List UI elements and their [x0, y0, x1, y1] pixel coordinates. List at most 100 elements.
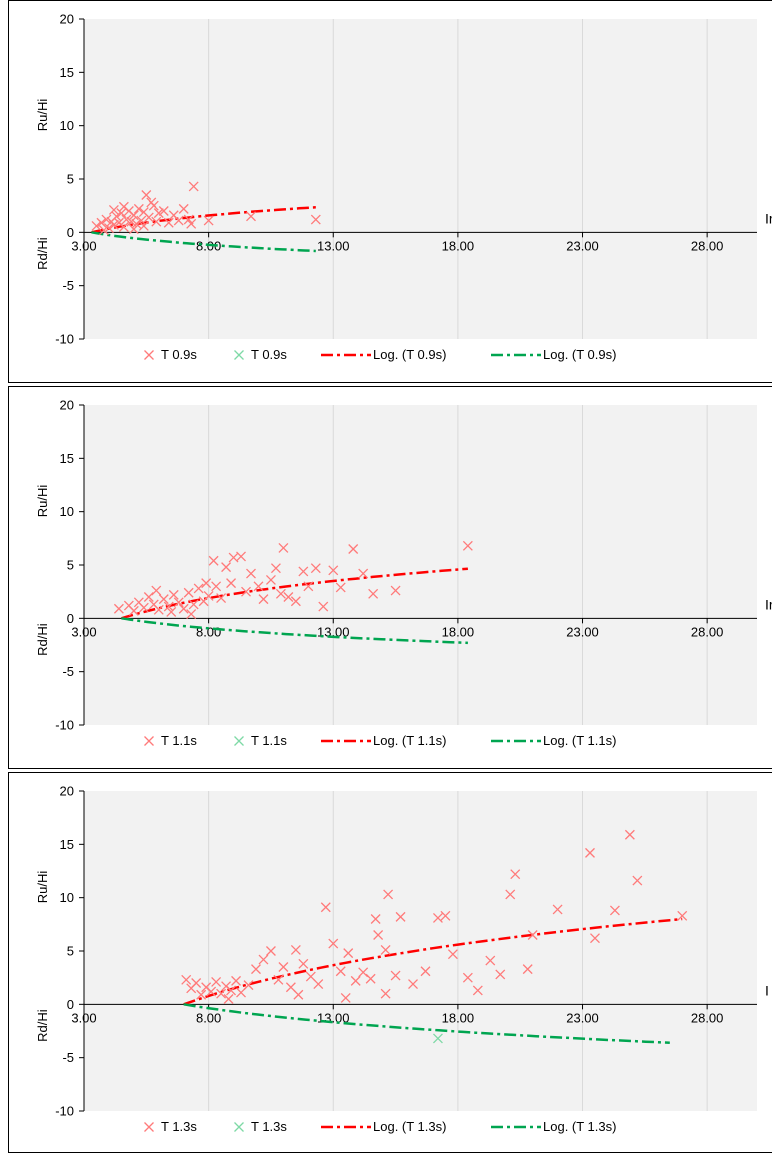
data-point-red: [163, 601, 174, 612]
legend-label: T 0.9s: [161, 347, 197, 362]
x-tick-label: 23.00: [566, 1010, 599, 1025]
data-point-red: [188, 181, 199, 192]
x-tick-label: 8.00: [196, 1010, 221, 1025]
data-point-red: [552, 904, 563, 915]
x-tick-label: 3.00: [71, 1010, 96, 1025]
axis-label-right: Ir: [765, 210, 772, 226]
data-point-red: [118, 201, 129, 212]
data-point-red: [223, 994, 234, 1004]
data-point-red: [226, 985, 237, 996]
data-point-red: [131, 218, 142, 229]
trendline-red: [183, 917, 683, 1006]
x-tick-label: 28.00: [691, 1010, 724, 1025]
y-tick-label: 0: [67, 225, 74, 240]
data-point-red: [283, 592, 294, 602]
data-point-red: [98, 225, 109, 236]
y-axis-label-lower: Rd/Hi: [35, 623, 50, 656]
y-tick-label: 0: [67, 611, 74, 626]
data-point-red: [273, 974, 284, 985]
y-tick-label: -10: [55, 332, 74, 347]
legend-marker-red: [144, 736, 154, 746]
data-point-red: [358, 568, 369, 579]
data-point-red: [370, 914, 381, 924]
data-point-red: [141, 190, 152, 200]
data-point-red: [632, 875, 643, 886]
y-tick-label: 5: [67, 558, 74, 573]
y-axis-label-upper: Ru/Hi: [35, 871, 50, 904]
data-point-red: [108, 219, 119, 230]
data-point-red: [318, 601, 329, 612]
data-point-red: [275, 588, 286, 599]
legend-label: Log. (T 0.9s): [373, 347, 446, 362]
data-point-red: [128, 224, 139, 235]
data-point-red: [328, 938, 339, 949]
axis-label-right: Ir: [765, 596, 772, 612]
data-point-red: [128, 605, 139, 616]
data-point-red: [173, 215, 184, 226]
y-axis-label-lower: Rd/Hi: [35, 237, 50, 270]
x-tick-label: 18.00: [442, 624, 475, 639]
data-point-red: [196, 989, 207, 1000]
data-point-red: [143, 212, 154, 223]
legend-label: Log. (T 1.1s): [373, 733, 446, 748]
y-tick-label: 10: [60, 890, 74, 905]
legend-label: T 1.3s: [251, 1119, 287, 1134]
x-tick-label: 13.00: [317, 238, 350, 253]
y-tick-label: 0: [67, 997, 74, 1012]
data-point-red: [278, 542, 289, 553]
data-point-red: [328, 565, 339, 576]
y-axis-label-upper: Ru/Hi: [35, 99, 50, 132]
data-point-red: [278, 962, 289, 972]
data-point-red: [373, 930, 384, 940]
data-point-red: [113, 603, 124, 614]
legend-label: Log. (T 1.1s): [543, 733, 616, 748]
plot-area: [84, 791, 757, 1111]
y-tick-label: 5: [67, 172, 74, 187]
legend-label: Log. (T 1.3s): [543, 1119, 616, 1134]
data-point-red: [173, 597, 184, 608]
data-point-red: [111, 211, 122, 222]
data-point-red: [383, 889, 394, 900]
legend-label: T 0.9s: [251, 347, 287, 362]
trendline-red: [121, 567, 469, 620]
trendline-red: [91, 206, 316, 234]
data-point-red: [138, 602, 149, 613]
legend-label: T 1.3s: [161, 1119, 197, 1134]
data-point-red: [303, 581, 314, 592]
data-point-red: [310, 214, 321, 225]
chart-panel-2: 20 15 10 5 0 -5 -10 3.00 8.00 13.00 18.00 23.00 28.0…: [8, 386, 772, 769]
data-point-red: [290, 596, 301, 607]
data-point-red: [340, 992, 351, 1003]
data-point-red: [485, 955, 496, 966]
data-point-red: [231, 975, 242, 986]
data-point-red: [293, 989, 304, 1000]
data-point-red: [206, 986, 217, 997]
x-tick-label: 3.00: [71, 238, 96, 253]
data-point-red: [118, 222, 129, 232]
y-tick-label: 20: [60, 12, 74, 27]
data-point-red: [136, 215, 147, 226]
data-point-red: [313, 979, 324, 990]
legend-label: Log. (T 0.9s): [543, 347, 616, 362]
data-point-red: [178, 603, 189, 614]
data-point-red: [138, 220, 149, 231]
legend-label: T 1.1s: [161, 733, 197, 748]
data-point-red: [96, 217, 107, 228]
data-point-red: [335, 966, 346, 977]
data-point-red: [505, 889, 516, 900]
data-point-red: [390, 970, 401, 981]
legend-label: T 1.1s: [251, 733, 287, 748]
y-tick-label: -10: [55, 1104, 74, 1119]
y-axis-label-upper: Ru/Hi: [35, 485, 50, 518]
data-point-red: [472, 985, 483, 996]
data-point-red: [343, 948, 354, 959]
chart-panel-3: 20 15 10 5 0 -5 -10 3.00 8.00 13.00 18.00 23.00 28.0…: [8, 772, 772, 1153]
plot-area: [84, 19, 757, 339]
data-point-red: [103, 223, 114, 234]
x-tick-label: 18.00: [442, 1010, 475, 1025]
data-point-red: [143, 592, 154, 602]
data-point-red: [168, 589, 179, 600]
y-tick-label: -5: [62, 664, 74, 679]
